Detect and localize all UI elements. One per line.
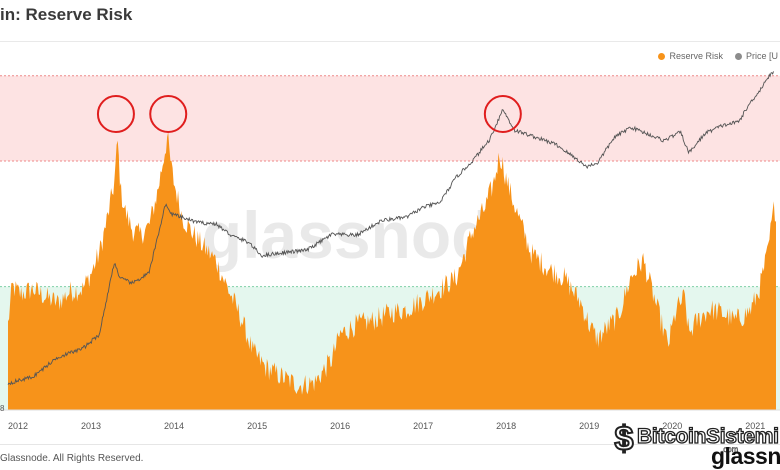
peak-circle-1 bbox=[96, 95, 135, 133]
legend-swatch-reserve-risk bbox=[658, 52, 666, 60]
chart-legend: Reserve Risk Price [U bbox=[658, 51, 778, 61]
price-line bbox=[7, 71, 774, 386]
peak-circle-3 bbox=[483, 95, 522, 133]
reserve-risk-area bbox=[8, 132, 776, 410]
logo-area: $ BitcoinSistemi .com glassnod bbox=[609, 419, 780, 469]
x-tick-label: 2016 bbox=[330, 421, 350, 431]
x-tick-label: 2013 bbox=[81, 421, 101, 431]
bitcoinsistemi-icon: $ bbox=[614, 420, 635, 458]
high-risk-band bbox=[0, 75, 780, 162]
x-tick-label: 2012 bbox=[8, 421, 28, 431]
legend-swatch-price bbox=[734, 52, 742, 60]
legend-item-reserve-risk[interactable]: Reserve Risk bbox=[658, 51, 723, 61]
footer-divider bbox=[0, 444, 780, 445]
header-divider bbox=[0, 41, 780, 42]
x-tick-label: 2018 bbox=[496, 421, 516, 431]
bitcoinsistemi-domain: .com bbox=[721, 445, 739, 454]
copyright-text: Glassnode. All Rights Reserved. bbox=[0, 453, 144, 464]
y-tick-label: 8 bbox=[0, 404, 5, 413]
legend-label-price: Price [U bbox=[745, 51, 778, 61]
x-tick-label: 2014 bbox=[164, 421, 184, 431]
x-tick-label: 2015 bbox=[247, 421, 267, 431]
x-tick-label: 2021 bbox=[745, 421, 765, 431]
bitcoinsistemi-logo: BitcoinSistemi bbox=[636, 424, 779, 448]
x-tick-label: 2019 bbox=[579, 421, 599, 431]
chart-title: in: Reserve Risk bbox=[0, 5, 133, 24]
x-tick-label: 2017 bbox=[413, 421, 433, 431]
peak-circle-2 bbox=[149, 95, 188, 133]
legend-label-reserve-risk: Reserve Risk bbox=[669, 51, 723, 61]
glassnode-logo: glassnod bbox=[711, 443, 780, 469]
legend-item-price[interactable]: Price [U bbox=[734, 51, 778, 61]
x-tick-label: 2020 bbox=[662, 421, 682, 431]
